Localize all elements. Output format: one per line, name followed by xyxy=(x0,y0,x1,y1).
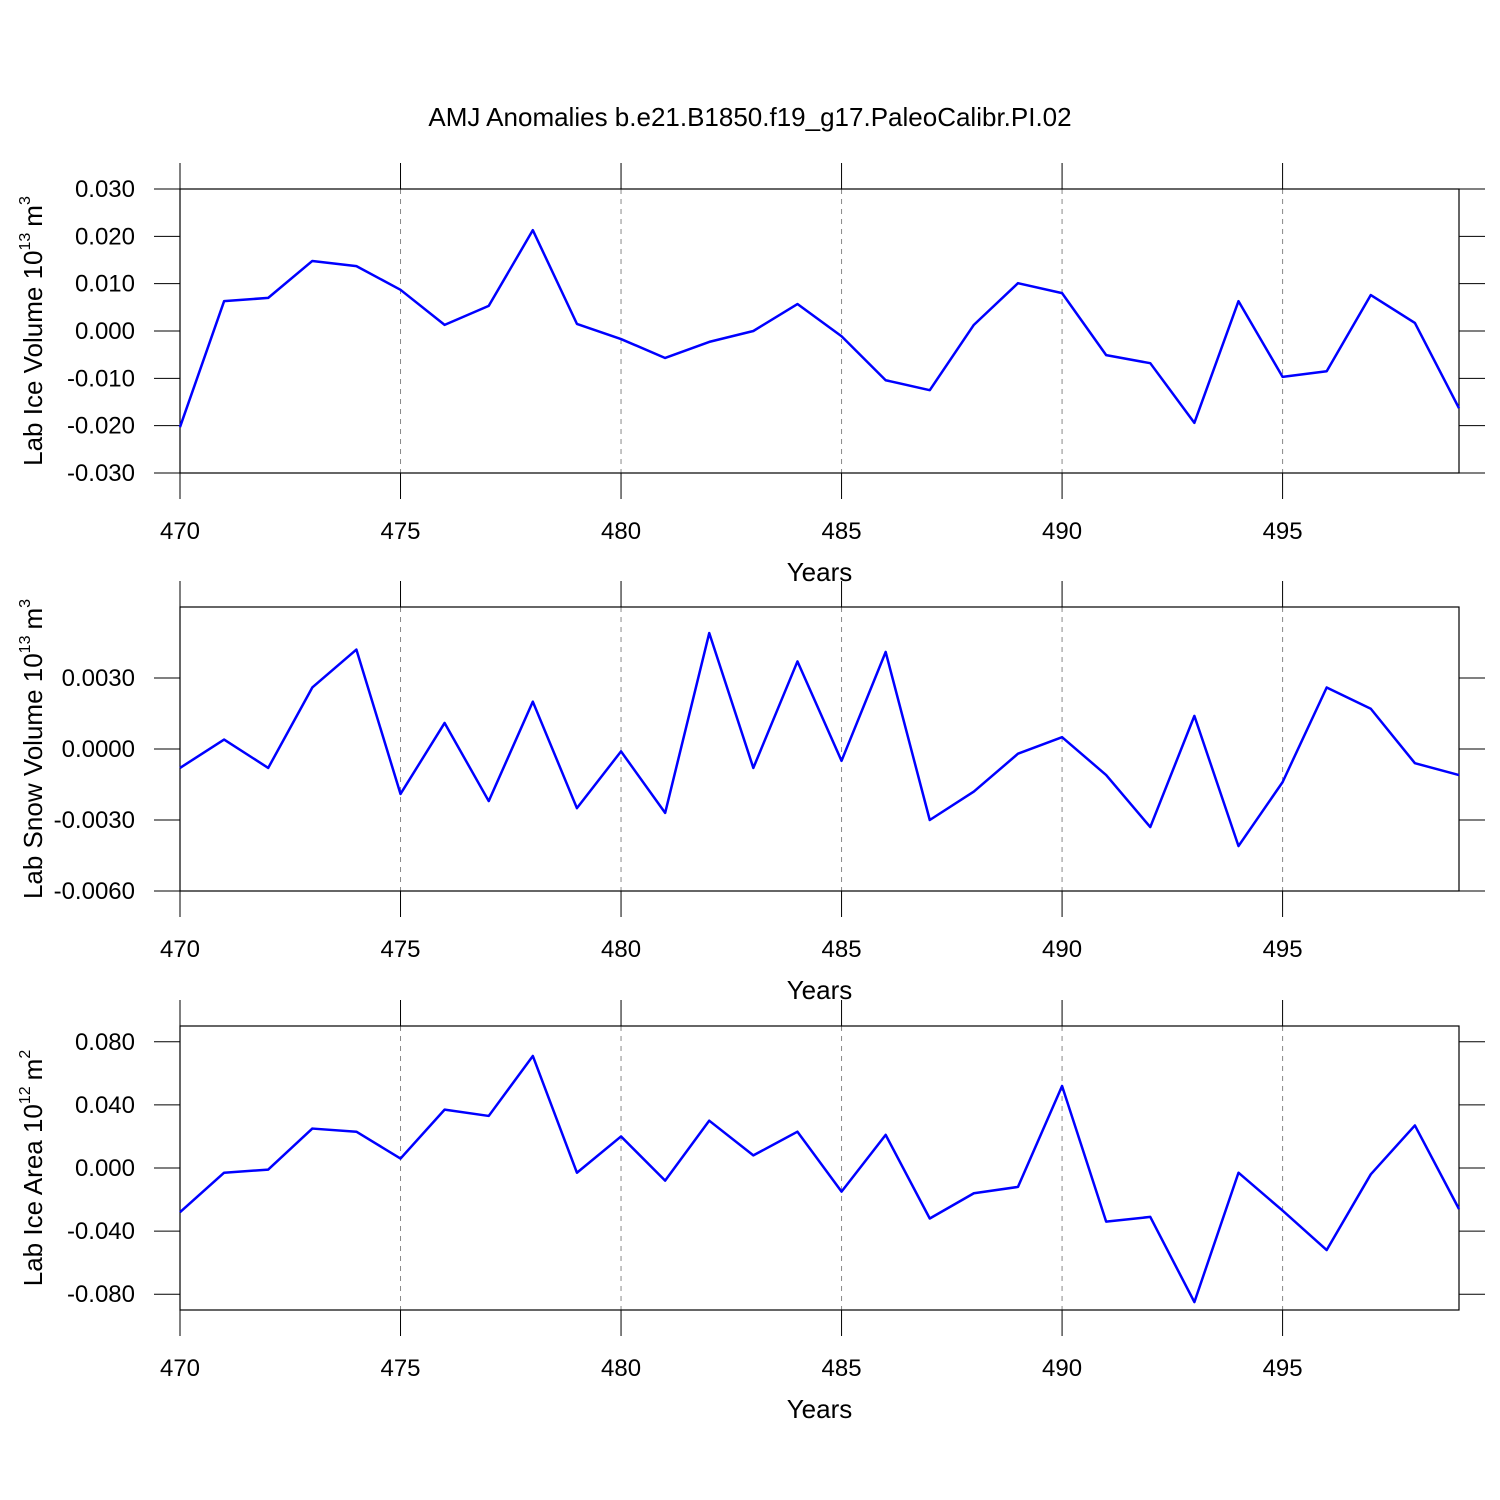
x-tick-label: 485 xyxy=(822,936,862,963)
y-axis-label-superscript: 2 xyxy=(17,1050,34,1059)
y-tick-label: -0.010 xyxy=(67,365,135,392)
y-axis-label: Lab Ice Area 1012 m2 xyxy=(17,1050,48,1287)
x-tick-label: 495 xyxy=(1263,1355,1303,1382)
y-axis-label-part: Lab Ice Volume 10 xyxy=(18,250,48,465)
y-axis-label: Lab Ice Volume 1013 m3 xyxy=(17,196,48,466)
x-tick-label: 485 xyxy=(822,1355,862,1382)
x-axis-label: Years xyxy=(787,557,853,587)
data-line xyxy=(179,631,1460,848)
x-tick-label: 470 xyxy=(160,936,200,963)
y-tick-label: -0.020 xyxy=(67,413,135,440)
data-line xyxy=(178,228,1461,428)
x-axis-label: Years xyxy=(787,975,853,1005)
y-tick-label: 0.020 xyxy=(75,223,135,250)
y-tick-label: -0.0060 xyxy=(54,878,135,905)
y-axis-label-part: m xyxy=(18,608,48,630)
x-tick-label: 475 xyxy=(380,1355,420,1382)
y-axis-label-part: m xyxy=(18,205,48,227)
y-tick-label: -0.0030 xyxy=(54,807,135,834)
x-tick-label: 480 xyxy=(601,518,641,545)
x-tick-label: 490 xyxy=(1042,518,1082,545)
y-tick-label: 0.010 xyxy=(75,271,135,298)
x-tick-label: 470 xyxy=(160,518,200,545)
x-tick-label: 495 xyxy=(1263,518,1303,545)
x-tick-label: 490 xyxy=(1042,936,1082,963)
y-axis-label-part: m xyxy=(18,1059,48,1081)
plot-frame xyxy=(179,1025,1460,1311)
x-tick-label: 480 xyxy=(601,936,641,963)
y-tick-label: -0.040 xyxy=(67,1218,135,1245)
y-tick-label: 0.040 xyxy=(75,1092,135,1119)
y-tick-label: 0.0030 xyxy=(62,665,135,692)
y-axis-label: Lab Snow Volume 1013 m3 xyxy=(17,599,48,899)
x-tick-label: 475 xyxy=(380,518,420,545)
y-tick-label: 0.080 xyxy=(75,1029,135,1056)
plot-frame xyxy=(179,188,1460,474)
y-axis-label-superscript: 12 xyxy=(17,1086,34,1104)
x-tick-label: 470 xyxy=(160,1355,200,1382)
y-tick-label: 0.0000 xyxy=(62,736,135,763)
y-axis-label-superscript: 3 xyxy=(17,196,34,205)
x-tick-label: 485 xyxy=(822,518,862,545)
x-tick-label: 490 xyxy=(1042,1355,1082,1382)
y-tick-label: -0.080 xyxy=(67,1281,135,1308)
y-tick-label: -0.030 xyxy=(67,460,135,487)
y-axis-label-part: Lab Snow Volume 10 xyxy=(18,653,48,899)
x-axis-label: Years xyxy=(787,1394,853,1424)
y-axis-label-superscript: 3 xyxy=(17,599,34,608)
x-tick-label: 480 xyxy=(601,1355,641,1382)
y-axis-label-superscript: 13 xyxy=(17,635,34,653)
y-axis-label-superscript: 13 xyxy=(17,233,34,251)
x-tick-label: 475 xyxy=(380,936,420,963)
y-axis-label-part: Lab Ice Area 10 xyxy=(18,1104,48,1286)
y-tick-label: 0.000 xyxy=(75,318,135,345)
plot-frame xyxy=(179,606,1460,892)
y-tick-label: 0.030 xyxy=(75,176,135,203)
data-line xyxy=(179,1054,1461,1304)
y-tick-label: 0.000 xyxy=(75,1155,135,1182)
x-tick-label: 495 xyxy=(1263,936,1303,963)
figure-title: AMJ Anomalies b.e21.B1850.f19_g17.PaleoC… xyxy=(428,102,1071,132)
